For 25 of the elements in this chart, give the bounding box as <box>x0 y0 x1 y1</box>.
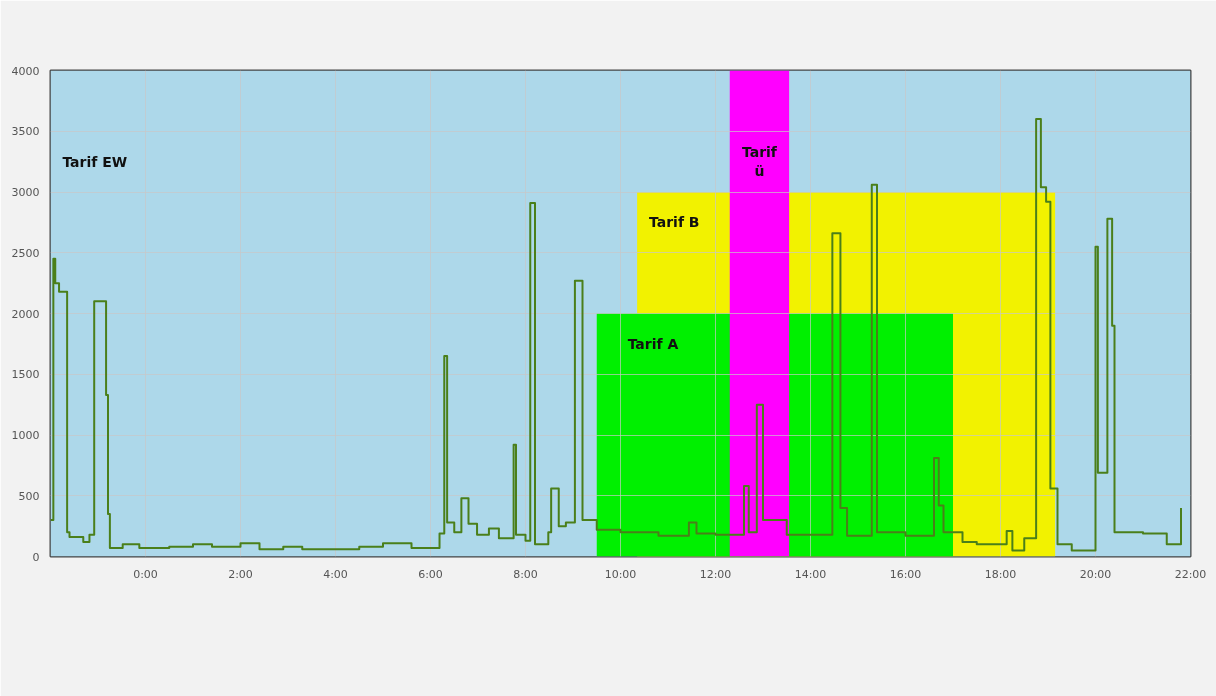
y-tick-label: 0 <box>32 550 40 564</box>
band-label: Tarif EW <box>62 153 128 170</box>
series-label: Tarif A <box>627 335 679 352</box>
y-tick-label: 1000 <box>11 429 40 442</box>
band-label: Tarif ü <box>741 144 778 180</box>
x-tick-label: 8:00 <box>513 567 538 581</box>
x-tick-label: 22:00 <box>1174 567 1207 581</box>
y-tick-label: 2500 <box>11 246 40 260</box>
x-tick-label: 20:00 <box>1079 567 1112 581</box>
x-tick-label: 6:00 <box>418 567 443 581</box>
y-tick-label: 3500 <box>11 125 40 139</box>
x-tick-label: 2:00 <box>228 567 253 581</box>
y-tick-label: 3000 <box>11 186 40 199</box>
y-tick-label: 2000 <box>11 307 40 321</box>
x-tick-label: 0:00 <box>133 567 158 581</box>
x-tick-label: 4:00 <box>323 567 348 581</box>
y-tick-label: 4000 <box>11 64 40 78</box>
series-label: Tarif B <box>649 214 700 231</box>
x-tick-label: 12:00 <box>699 567 732 581</box>
x-tick-label: 16:00 <box>889 567 922 581</box>
y-tick-label: 1500 <box>11 368 40 382</box>
x-tick-label: 10:00 <box>604 567 637 581</box>
x-tick-label: 18:00 <box>984 567 1017 581</box>
x-tick-label: 14:00 <box>794 567 827 581</box>
y-tick-label: 500 <box>18 489 40 503</box>
